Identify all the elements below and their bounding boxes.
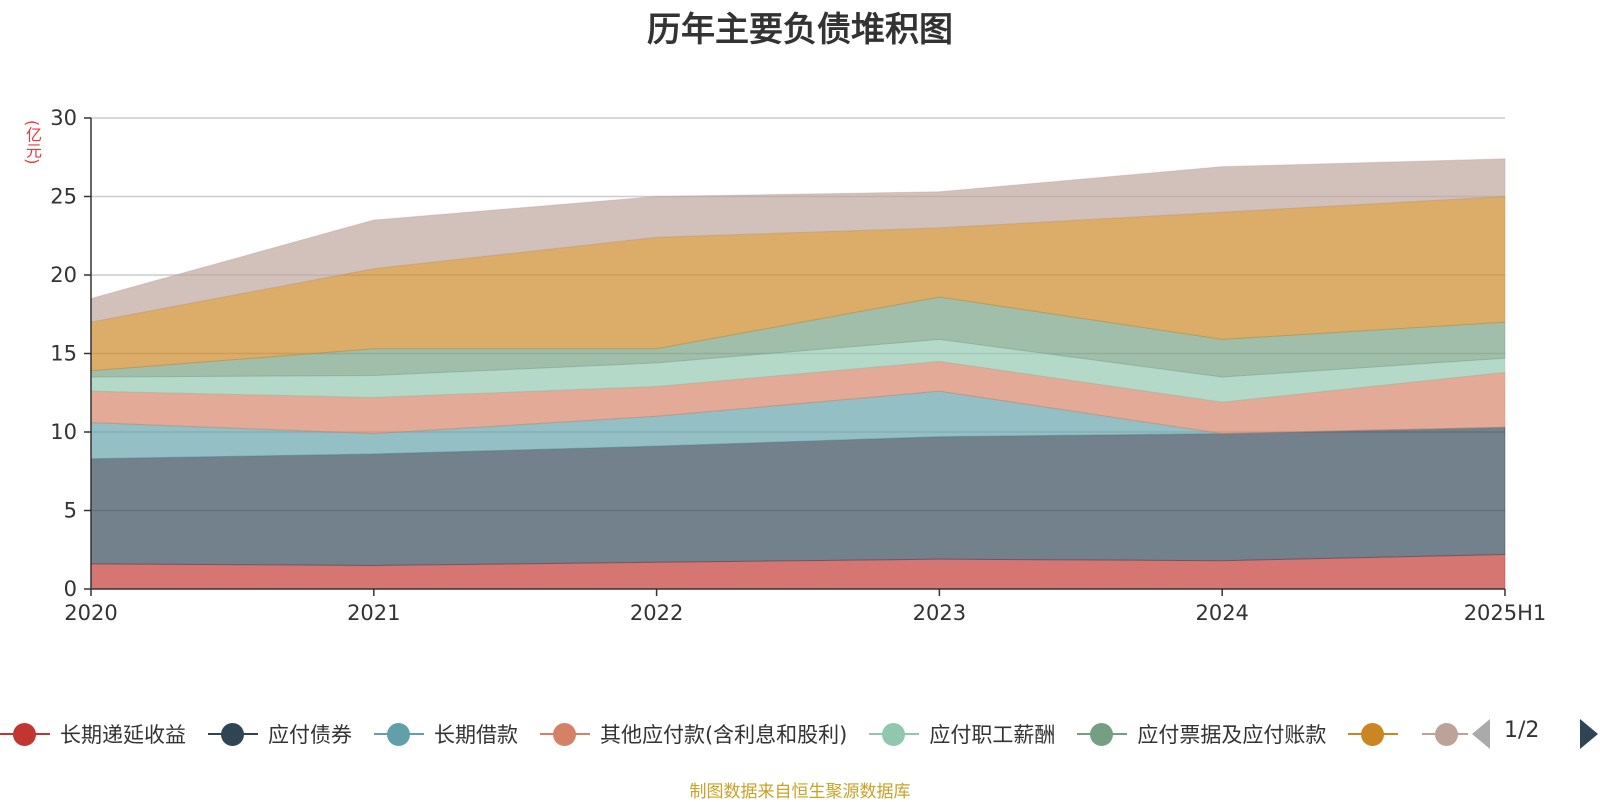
legend-dot-icon — [1361, 723, 1385, 746]
legend-pager: 1/2 — [1472, 716, 1600, 752]
chart-title: 历年主要负债堆积图 — [647, 10, 953, 50]
y-tick-label: 10 — [50, 420, 77, 444]
legend-dot-icon — [386, 723, 410, 746]
legend-label: 长期递延收益 — [60, 723, 186, 747]
legend-dot-icon — [552, 723, 576, 746]
y-axis-unit-label: (亿元) — [23, 120, 42, 165]
next-page-icon[interactable] — [1580, 719, 1598, 749]
legend-label: 应付票据及应付账款 — [1137, 723, 1327, 747]
legend-page-indicator: 1/2 — [1504, 718, 1540, 743]
legend-dot-icon — [1090, 723, 1114, 746]
legend-dot-icon — [1435, 723, 1459, 746]
stacked-area-chart: 0 5 10 15 20 25 30 2020 2021 2022 2023 2024 2025H1 — [50, 106, 1546, 625]
source-note: 制图数据来自恒生聚源数据库 — [689, 782, 911, 802]
x-tick-label: 2022 — [630, 601, 683, 625]
y-tick-label: 15 — [50, 342, 77, 366]
legend-dot-icon — [220, 723, 244, 746]
x-tick-label: 2025H1 — [1464, 601, 1547, 625]
x-tick-label: 2024 — [1195, 601, 1248, 625]
legend-items: 长期递延收益 应付债券 长期借款 其他应付款(含利息和股利) 应付职工薪酬 应付票据及应付… — [0, 716, 1468, 752]
x-tick-label: 2020 — [64, 601, 117, 625]
x-tick-label: 2023 — [913, 601, 966, 625]
x-tick-label: 2021 — [347, 601, 400, 625]
y-tick-label: 0 — [64, 577, 77, 601]
area-series-8 — [90, 158, 1506, 323]
area-series — [90, 158, 1506, 590]
y-tick-label: 5 — [64, 499, 77, 523]
legend-label: 应付职工薪酬 — [929, 723, 1056, 747]
y-tick-label: 25 — [50, 185, 77, 209]
legend: 长期递延收益 应付债券 长期借款 其他应付款(含利息和股利) 应付职工薪酬 应付票据及应付… — [0, 716, 1600, 752]
legend-label: 应付债券 — [267, 723, 352, 747]
legend-label: 其他应付款(含利息和股利) — [599, 723, 848, 747]
y-tick-label: 20 — [50, 263, 77, 287]
prev-page-icon[interactable] — [1472, 719, 1490, 749]
legend-label: 长期借款 — [433, 723, 518, 747]
legend-dot-icon — [882, 723, 906, 746]
axes: 0 5 10 15 20 25 30 2020 2021 2022 2023 2024 2025H1 — [50, 106, 1546, 625]
y-tick-label: 30 — [50, 106, 77, 130]
legend-dot-icon — [13, 723, 36, 746]
